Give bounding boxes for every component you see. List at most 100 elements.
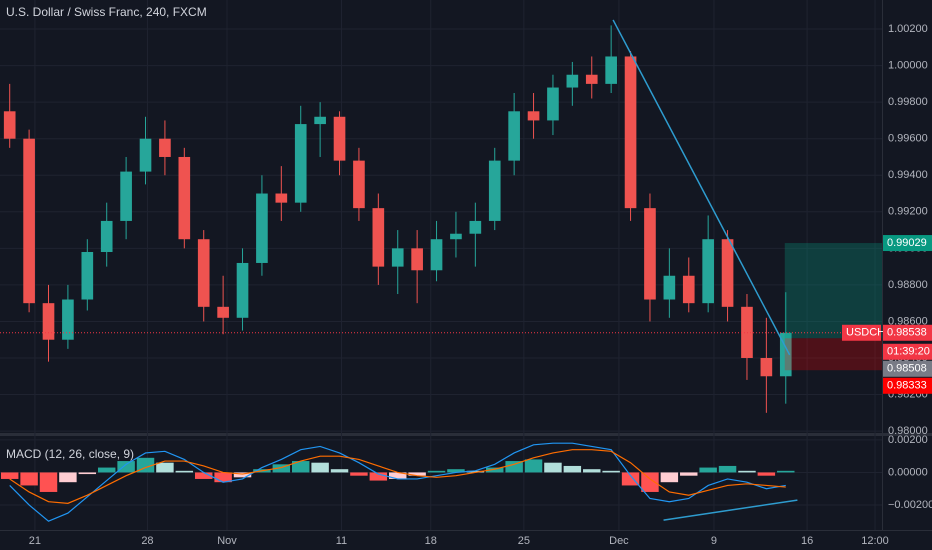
grid bbox=[0, 0, 882, 530]
macd-histogram-bar bbox=[505, 461, 523, 473]
candle-body bbox=[721, 239, 734, 307]
y2-tick-label: 0.00200 bbox=[888, 434, 928, 446]
candle-body bbox=[527, 111, 540, 121]
macd-histogram-bar bbox=[602, 470, 620, 473]
x-tick-label: 12:00 bbox=[861, 535, 889, 547]
candle-body bbox=[333, 116, 346, 161]
macd-histogram-bar bbox=[757, 472, 776, 476]
candle-body bbox=[391, 248, 404, 267]
y2-tick-label: −0.00200 bbox=[888, 499, 932, 511]
last-price-bg bbox=[883, 324, 932, 341]
entry-price: 0.98508 bbox=[887, 363, 927, 375]
y-tick-label: 1.00000 bbox=[888, 60, 928, 72]
signal-line bbox=[9, 449, 786, 504]
y2-tick-label: 0.00000 bbox=[888, 466, 928, 478]
candle-body bbox=[508, 111, 520, 161]
stop-price-bg bbox=[883, 377, 932, 394]
macd-histogram-bar bbox=[311, 462, 329, 473]
y-tick-label: 0.98800 bbox=[888, 279, 928, 291]
x-tick-label: 21 bbox=[29, 535, 41, 547]
macd-histogram-bar bbox=[194, 472, 213, 479]
macd-histogram-bar bbox=[447, 469, 465, 473]
trend-line bbox=[612, 19, 791, 356]
candle-body bbox=[741, 306, 753, 358]
macd-histogram-bar bbox=[738, 470, 756, 473]
macd-histogram-bar bbox=[427, 470, 446, 473]
macd-histogram-bar bbox=[78, 472, 97, 475]
macd-histogram-bar bbox=[544, 462, 562, 473]
target-price: 0.99029 bbox=[887, 237, 927, 249]
candle-body bbox=[159, 138, 171, 157]
candle-body bbox=[682, 275, 695, 304]
macd-line bbox=[9, 442, 786, 522]
x-tick-label: 18 bbox=[425, 535, 437, 547]
macd-histogram-bar bbox=[389, 472, 407, 479]
candle-body bbox=[100, 220, 113, 252]
candle-body bbox=[605, 56, 617, 84]
candle-body bbox=[450, 233, 462, 240]
macd-histogram-bar bbox=[175, 470, 194, 473]
macd-histogram-bar bbox=[680, 472, 698, 476]
candle-body bbox=[217, 306, 229, 318]
macd-histogram-bar bbox=[466, 470, 485, 473]
candle-body bbox=[294, 124, 307, 203]
candle-body bbox=[178, 156, 191, 240]
candle-body bbox=[256, 193, 268, 263]
candle-body bbox=[120, 171, 132, 221]
macd-histogram-bar bbox=[777, 470, 795, 473]
y-tick-label: 0.98600 bbox=[888, 315, 928, 327]
y-tick-label: 0.99800 bbox=[888, 96, 928, 108]
macd-histogram-bar bbox=[291, 461, 310, 473]
symbol-tag: USDCHF bbox=[846, 327, 892, 339]
candle-body bbox=[488, 160, 501, 221]
chart-title: U.S. Dollar / Swiss Franc, 240, FXCM bbox=[6, 5, 207, 19]
y-tick-label: 0.99400 bbox=[888, 169, 928, 181]
x-tick-label: 28 bbox=[141, 535, 153, 547]
x-tick-label: 16 bbox=[801, 535, 813, 547]
macd-histogram-bar bbox=[0, 472, 19, 479]
macd-histogram-bar bbox=[563, 465, 582, 473]
loss-zone bbox=[784, 338, 882, 371]
candle-body bbox=[236, 262, 249, 318]
candle-body bbox=[644, 208, 656, 300]
macd-histogram-bar bbox=[39, 472, 58, 492]
candle-body bbox=[585, 74, 598, 84]
candle-body bbox=[566, 74, 579, 88]
macd-histogram-bar bbox=[97, 467, 116, 473]
candle-body bbox=[81, 252, 94, 300]
candle-body bbox=[411, 248, 423, 271]
symbol-tag-bg bbox=[842, 324, 881, 341]
candle-body bbox=[779, 332, 792, 377]
labels: 0.980000.982000.984000.986000.988000.990… bbox=[29, 23, 932, 547]
y-tick-label: 0.99600 bbox=[888, 133, 928, 145]
candle-body bbox=[547, 87, 559, 121]
countdown-bg bbox=[883, 343, 932, 360]
macd-histogram-bar bbox=[59, 472, 77, 483]
macd-histogram-bar bbox=[583, 469, 601, 473]
candle-body bbox=[42, 303, 55, 340]
macd-histogram-bar bbox=[660, 472, 679, 483]
candle-body bbox=[430, 239, 443, 271]
target-price-bg bbox=[883, 235, 932, 252]
marks bbox=[0, 19, 882, 522]
candle-body bbox=[197, 239, 210, 307]
macd-histogram-bar bbox=[369, 472, 388, 481]
candle-body bbox=[372, 208, 385, 267]
profit-zone bbox=[784, 243, 882, 339]
y-tick-label: 0.99200 bbox=[888, 206, 928, 218]
macd-histogram-bar bbox=[641, 472, 659, 492]
last-price: 0.98538 bbox=[887, 327, 927, 339]
macd-histogram-bar bbox=[699, 467, 717, 473]
x-tick-label: 9 bbox=[711, 535, 717, 547]
candle-body bbox=[353, 160, 365, 209]
macd-title: MACD (12, 26, close, 9) bbox=[6, 447, 134, 461]
macd-histogram-bar bbox=[20, 472, 38, 486]
macd-histogram-bar bbox=[156, 462, 174, 473]
macd-histogram-bar bbox=[330, 469, 349, 473]
macd-trend-line bbox=[663, 499, 798, 521]
candle-body bbox=[23, 138, 35, 304]
stop-price: 0.98333 bbox=[887, 380, 927, 392]
candle-body bbox=[314, 116, 326, 125]
